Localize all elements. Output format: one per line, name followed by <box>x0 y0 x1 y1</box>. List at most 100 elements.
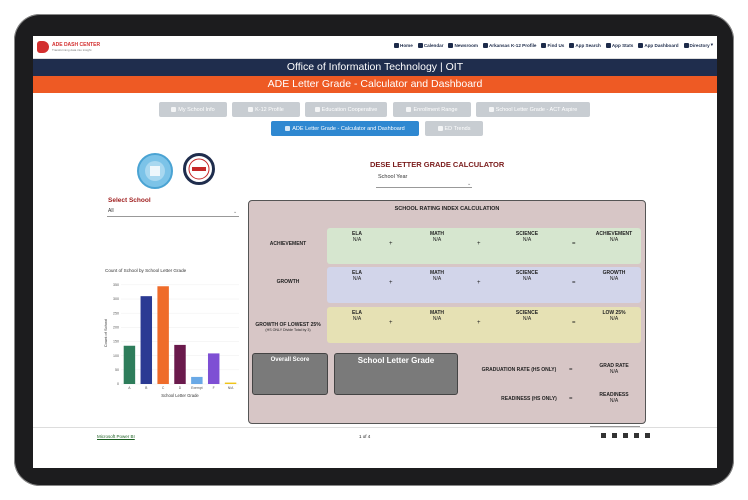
plus-sign: + <box>389 280 393 286</box>
school-letter-grade-box: School Letter Grade <box>334 353 458 395</box>
grad-rate-label: GRADUATION RATE (HS ONLY) <box>481 367 557 373</box>
bar-f[interactable] <box>207 353 220 384</box>
nav-home[interactable]: Home <box>394 42 413 48</box>
rating-title: SCHOOL RATING INDEX CALCULATION <box>394 206 500 212</box>
letter-grade-calculator-button[interactable]: ADE Letter Grade - Calculator and Dashbo… <box>271 121 419 136</box>
bar-na[interactable] <box>224 382 237 384</box>
bar-d[interactable] <box>174 344 186 384</box>
y-tick-label: 350 <box>113 283 119 287</box>
rating-cell: ELA N/A <box>337 270 377 282</box>
rating-cell-header: MATH <box>429 231 445 237</box>
select-school-label: Select School <box>108 197 151 204</box>
school-year-dropdown[interactable] <box>376 187 472 188</box>
k12-profile-button[interactable]: K-12 Profile <box>232 102 300 117</box>
linkedin-icon[interactable] <box>623 433 628 438</box>
growth-row-label: GROWTH <box>276 279 300 285</box>
nav-app-search[interactable]: App Search <box>569 42 601 48</box>
rating-cell-value: N/A <box>352 237 362 243</box>
bar-b[interactable] <box>140 296 153 384</box>
zoom-slider[interactable] <box>590 426 640 427</box>
nav-app-stats[interactable]: App Stats <box>605 42 633 48</box>
ade-logo[interactable]: ADE DASH CENTER Transforming data into i… <box>37 39 100 55</box>
rating-cell-header: MATH <box>429 310 445 316</box>
rating-result-header: ACHIEVEMENT <box>595 231 633 237</box>
rating-cell-value: N/A <box>432 237 442 243</box>
rating-cell: ELA N/A <box>337 310 377 322</box>
bar-exempt[interactable] <box>191 376 203 384</box>
equals-sign: = <box>569 396 573 402</box>
rating-result-cell: ACHIEVEMENT N/A <box>589 231 639 243</box>
nav-find-us[interactable]: Find Us <box>541 42 564 48</box>
bar-c[interactable] <box>157 286 169 384</box>
ed-trends-button[interactable]: ED Trends <box>425 121 483 136</box>
apple-logo-icon <box>37 41 49 53</box>
achievement-row <box>327 228 641 264</box>
directory-icon <box>683 42 689 48</box>
page-indicator[interactable]: 1 of 4 <box>359 434 371 439</box>
lowest-25-note: (HS ONLY Divide Total by 3) <box>265 328 311 332</box>
rating-cell-header: SCIENCE <box>515 310 539 316</box>
trend-icon <box>437 126 443 131</box>
my-school-info-button[interactable]: My School Info <box>159 102 227 117</box>
chevron-down-icon[interactable]: ⌄ <box>467 181 472 187</box>
rating-cell: ELA N/A <box>337 231 377 243</box>
logo-title: ADE DASH CENTER <box>52 41 101 48</box>
y-tick-label: 0 <box>117 382 119 386</box>
folder-icon <box>285 126 291 131</box>
rating-cell-value: N/A <box>432 276 442 282</box>
nav-app-dashboard[interactable]: App Dashboard <box>638 42 679 48</box>
letter-grade-act-aspire-button[interactable]: School Letter Grade - ACT Aspire <box>476 102 590 117</box>
education-cooperative-button[interactable]: Education Cooperative <box>305 102 387 117</box>
facebook-icon[interactable] <box>601 433 606 438</box>
nav-directory[interactable]: Directory ▾ <box>683 42 713 48</box>
powerbi-link[interactable]: Microsoft Power BI <box>97 434 135 439</box>
email-icon[interactable] <box>634 433 639 438</box>
office-header: Office of Information Technology | OIT <box>33 59 717 76</box>
select-school-dropdown[interactable] <box>107 216 239 217</box>
home-icon <box>394 42 400 48</box>
chevron-down-icon[interactable]: ⌄ <box>233 209 238 215</box>
equals-sign: = <box>569 367 573 373</box>
y-tick-label: 100 <box>113 354 119 358</box>
y-tick-label: 150 <box>113 340 119 344</box>
stats-icon <box>605 42 611 48</box>
equals-sign: = <box>572 280 576 286</box>
fullscreen-icon[interactable] <box>645 433 650 438</box>
school-year-label: School Year <box>378 174 408 180</box>
footer-divider <box>33 427 717 428</box>
rating-cell-header: ELA <box>352 270 362 276</box>
dashboard-icon <box>638 42 644 48</box>
select-school-value[interactable]: All <box>108 208 114 214</box>
y-tick-label: 250 <box>113 311 119 315</box>
nav-newsroom[interactable]: Newsroom <box>448 42 478 48</box>
rating-cell-header: SCIENCE <box>515 231 539 237</box>
map-pin-icon <box>541 42 547 48</box>
x-axis-label: School Letter Grade <box>161 393 199 398</box>
letter-grade-bar-chart[interactable]: 0 50 100 150 200 250 300 350 A B C D Exempt F N/A Schoo… <box>103 276 243 401</box>
lowest-25-row <box>327 307 641 343</box>
browser-screen: ADE DASH CENTER Transforming data into i… <box>33 36 717 468</box>
chart-title: Count of School by School Letter Grade <box>105 268 187 273</box>
nav-calendar[interactable]: Calendar <box>417 42 443 48</box>
nav-k12-profile[interactable]: Arkansas K-12 Profile <box>482 42 536 48</box>
rating-cell: MATH N/A <box>417 231 457 243</box>
school-rating-index-panel: SCHOOL RATING INDEX CALCULATION ACHIEVEM… <box>248 200 646 424</box>
y-tick-label: 200 <box>113 326 119 330</box>
rating-cell: SCIENCE N/A <box>507 231 547 243</box>
x-tick-label: D <box>179 386 182 390</box>
bar-a[interactable] <box>123 345 136 384</box>
equals-sign: = <box>572 241 576 247</box>
rating-result-cell: GROWTH N/A <box>589 270 639 282</box>
document-icon <box>314 107 320 112</box>
enrollment-range-button[interactable]: Enrollment Range <box>393 102 471 117</box>
chart-icon <box>488 107 494 112</box>
rating-cell-value: N/A <box>522 237 532 243</box>
lowest-25-row-label: GROWTH OF LOWEST 25% (HS ONLY Divide Tot… <box>249 322 327 332</box>
rating-cell: SCIENCE N/A <box>507 270 547 282</box>
school-icon <box>171 107 177 112</box>
twitter-icon[interactable] <box>612 433 617 438</box>
top-nav-bar: ADE DASH CENTER Transforming data into i… <box>33 36 717 59</box>
rating-cell: SCIENCE N/A <box>507 310 547 322</box>
rating-cell: MATH N/A <box>417 270 457 282</box>
rating-cell-header: MATH <box>429 270 445 276</box>
